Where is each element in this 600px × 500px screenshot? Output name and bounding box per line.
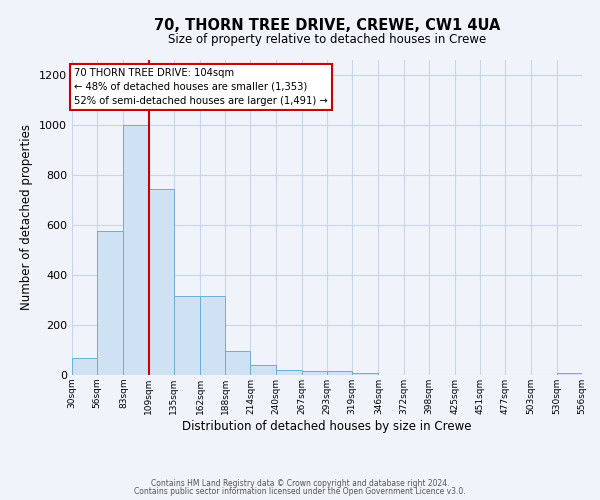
Bar <box>124 125 149 375</box>
Bar <box>149 188 174 375</box>
Bar <box>97 231 124 375</box>
Text: 70 THORN TREE DRIVE: 104sqm
← 48% of detached houses are smaller (1,353)
52% of : 70 THORN TREE DRIVE: 104sqm ← 48% of det… <box>74 68 328 106</box>
Text: 70, THORN TREE DRIVE, CREWE, CW1 4UA: 70, THORN TREE DRIVE, CREWE, CW1 4UA <box>154 18 500 32</box>
Text: Size of property relative to detached houses in Crewe: Size of property relative to detached ho… <box>168 32 486 46</box>
X-axis label: Distribution of detached houses by size in Crewe: Distribution of detached houses by size … <box>182 420 472 432</box>
Bar <box>352 372 379 375</box>
Text: Contains HM Land Registry data © Crown copyright and database right 2024.: Contains HM Land Registry data © Crown c… <box>151 478 449 488</box>
Y-axis label: Number of detached properties: Number of detached properties <box>20 124 34 310</box>
Bar <box>327 371 352 375</box>
Bar <box>225 351 250 375</box>
Bar <box>302 371 327 375</box>
Text: Contains public sector information licensed under the Open Government Licence v3: Contains public sector information licen… <box>134 487 466 496</box>
Bar <box>174 296 200 375</box>
Bar <box>250 365 275 375</box>
Bar <box>557 372 582 375</box>
Bar <box>72 358 97 375</box>
Bar <box>200 296 225 375</box>
Bar <box>275 370 302 375</box>
